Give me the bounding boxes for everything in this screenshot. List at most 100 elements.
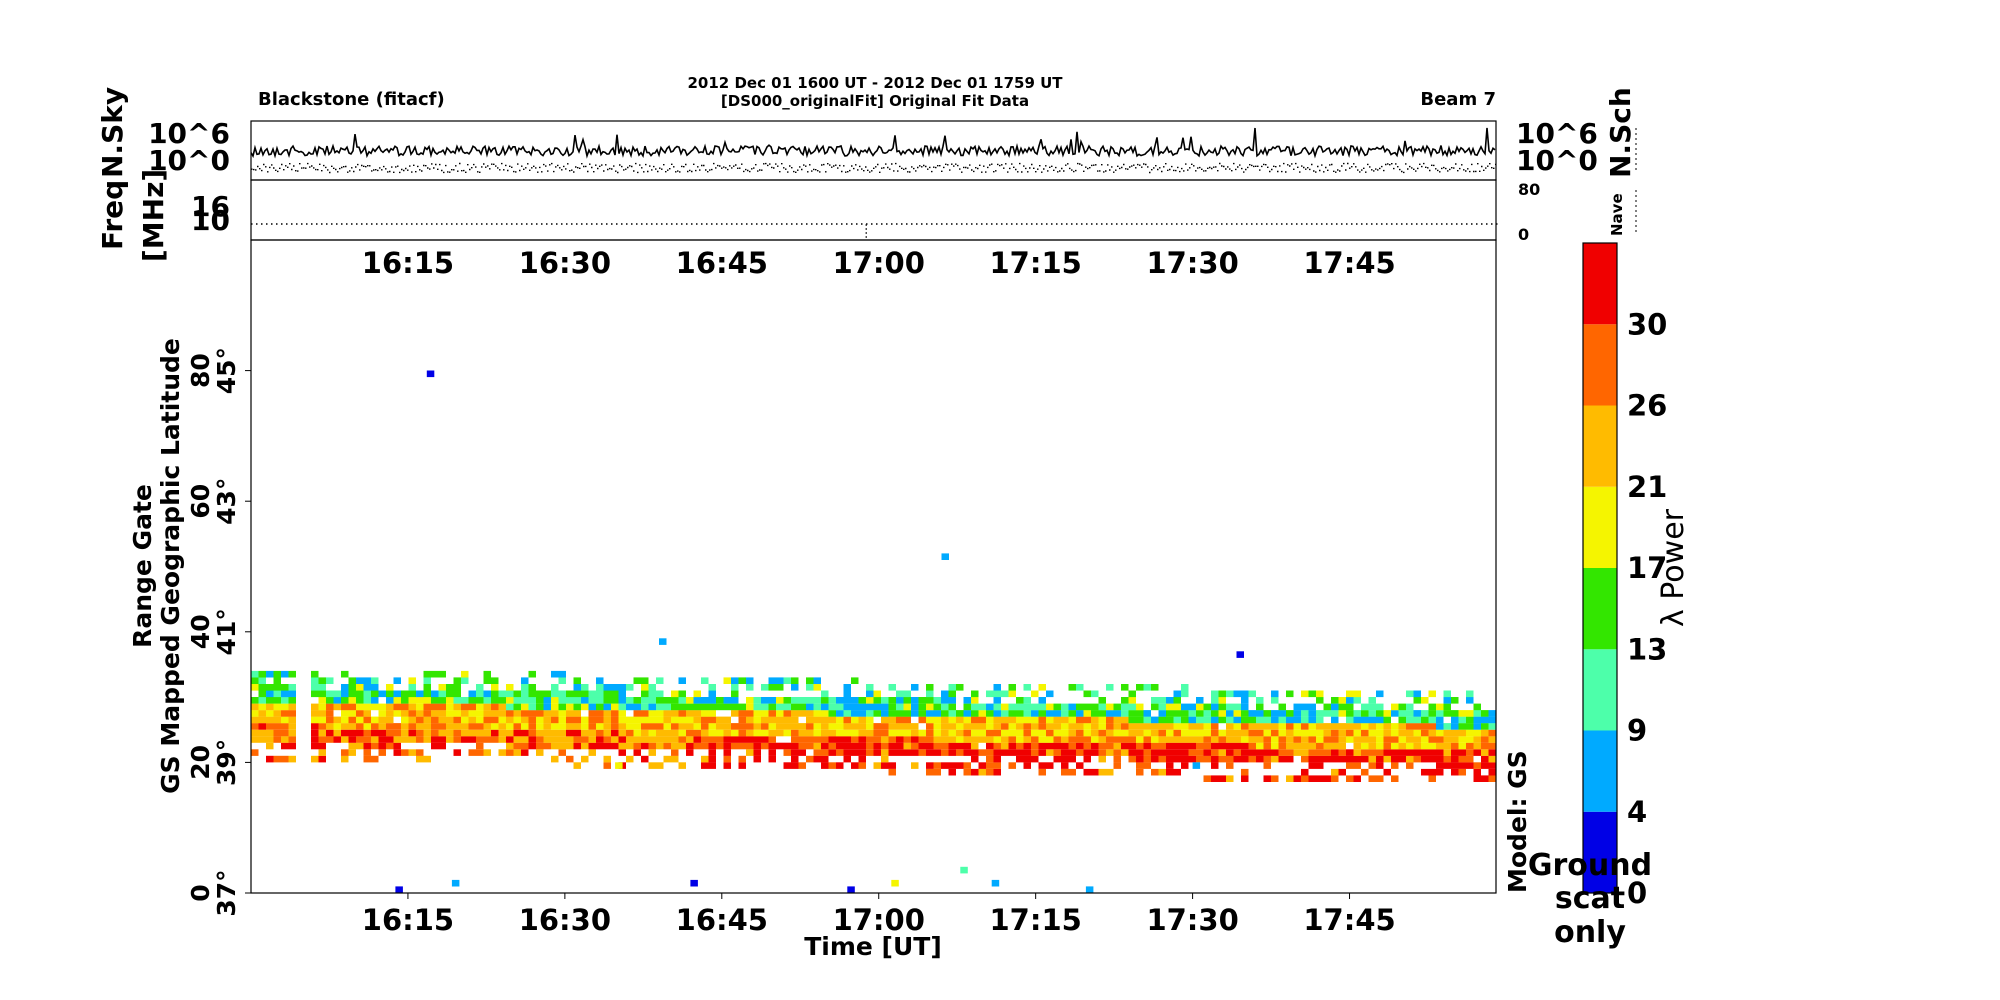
heatmap-cell (438, 742, 446, 750)
heatmap-cell (1211, 742, 1219, 750)
heatmap-cell (1488, 710, 1496, 717)
top-x-tick-label: 16:30 (519, 246, 611, 280)
heatmap-cell (318, 697, 326, 704)
heatmap-cell (948, 710, 956, 717)
heatmap-cell (1128, 723, 1136, 730)
heatmap-cell (918, 710, 926, 717)
heatmap-cell (993, 716, 1001, 724)
heatmap-cell (1226, 755, 1234, 763)
heatmap-cell (566, 710, 574, 717)
heatmap-cell (1481, 762, 1489, 769)
heatmap-cell (1286, 690, 1294, 698)
heatmap-cell (1008, 723, 1016, 730)
heatmap-cell (1061, 768, 1069, 776)
heatmap-cell (348, 677, 356, 684)
heatmap-cell (1428, 729, 1436, 737)
heatmap-cell (978, 703, 986, 711)
heatmap-cell (971, 716, 979, 724)
heatmap-cell (798, 742, 806, 750)
heatmap-cell (738, 703, 746, 711)
heatmap-cell (498, 716, 506, 724)
heatmap-cell (903, 729, 911, 737)
heatmap-cell (1466, 697, 1474, 704)
heatmap-cell (311, 677, 319, 684)
heatmap-cell (393, 723, 401, 730)
heatmap-cell (363, 716, 371, 724)
heatmap-cell (401, 697, 409, 704)
heatmap-cell (326, 716, 334, 724)
heatmap-cell (573, 703, 581, 711)
heatmap-cell (768, 736, 776, 743)
heatmap-cell (873, 742, 881, 750)
heatmap-cell (356, 742, 364, 750)
heatmap-cell (453, 723, 461, 730)
heatmap-cell (1113, 736, 1121, 743)
heatmap-cell (963, 768, 971, 776)
heatmap-cell (753, 729, 761, 737)
heatmap-cell (1361, 716, 1369, 724)
heatmap-cell (558, 670, 566, 678)
heatmap-cell (918, 729, 926, 737)
heatmap-cell (483, 670, 491, 678)
heatmap-cell (1181, 736, 1189, 743)
heatmap-cell (1368, 729, 1376, 737)
heatmap-cell (1338, 729, 1346, 737)
heatmap-cell (1091, 729, 1099, 737)
heatmap-cell (1361, 768, 1369, 776)
heatmap-cell (1008, 729, 1016, 737)
heatmap-cell (1481, 755, 1489, 763)
heatmap-cell (483, 710, 491, 717)
heatmap-cell (573, 690, 581, 698)
heatmap-cell (1128, 729, 1136, 737)
heatmap-cell (461, 670, 469, 678)
heatmap-cell (776, 677, 784, 684)
heatmap-cell (858, 710, 866, 717)
heatmap-cell (1211, 716, 1219, 724)
heatmap-cell (618, 697, 626, 704)
heatmap-cell (873, 729, 881, 737)
heatmap-cell (1166, 697, 1174, 704)
heatmap-cell (1098, 716, 1106, 724)
heatmap-cell (1278, 703, 1286, 711)
heatmap-cell (806, 716, 814, 724)
heatmap-cell (1256, 729, 1264, 737)
heatmap-cell (1226, 710, 1234, 717)
heatmap-cell (1166, 723, 1174, 730)
heatmap-cell (993, 736, 1001, 743)
heatmap-cell (1211, 749, 1219, 756)
heatmap-cell (491, 690, 499, 698)
heatmap-cell (1286, 729, 1294, 737)
heatmap-cell (693, 736, 701, 743)
heatmap-cell (1376, 762, 1384, 769)
heatmap-cell (378, 716, 386, 724)
heatmap-cell (686, 703, 694, 711)
heatmap-cell (1016, 710, 1024, 717)
heatmap-cell (678, 703, 686, 711)
heatmap-cell (1451, 742, 1459, 750)
heatmap-cell (408, 677, 416, 684)
heatmap-cell (746, 736, 754, 743)
heatmap-cell (1218, 697, 1226, 704)
heatmap-cell (446, 729, 454, 737)
heatmap-cell (573, 710, 581, 717)
heatmap-cell (1181, 710, 1189, 717)
heatmap-cell (1398, 703, 1406, 711)
heatmap-cell (1068, 729, 1076, 737)
heatmap-cell (753, 710, 761, 717)
heatmap-cell (1436, 729, 1444, 737)
heatmap-cell (866, 723, 874, 730)
heatmap-cell (828, 736, 836, 743)
y-tick-gate-label: 20 (186, 745, 215, 780)
heatmap-cell (1211, 729, 1219, 737)
heatmap-cell (648, 684, 656, 691)
heatmap-cell (1233, 690, 1241, 698)
heatmap-cell (1038, 742, 1046, 750)
top-x-tick-label: 16:45 (676, 246, 768, 280)
heatmap-cell (1166, 703, 1174, 711)
heatmap-cell (1256, 723, 1264, 730)
heatmap-cell (566, 755, 574, 763)
heatmap-cell (378, 729, 386, 737)
heatmap-cell (1346, 762, 1354, 769)
heatmap-cell (543, 716, 551, 724)
heatmap-cell (656, 762, 664, 769)
